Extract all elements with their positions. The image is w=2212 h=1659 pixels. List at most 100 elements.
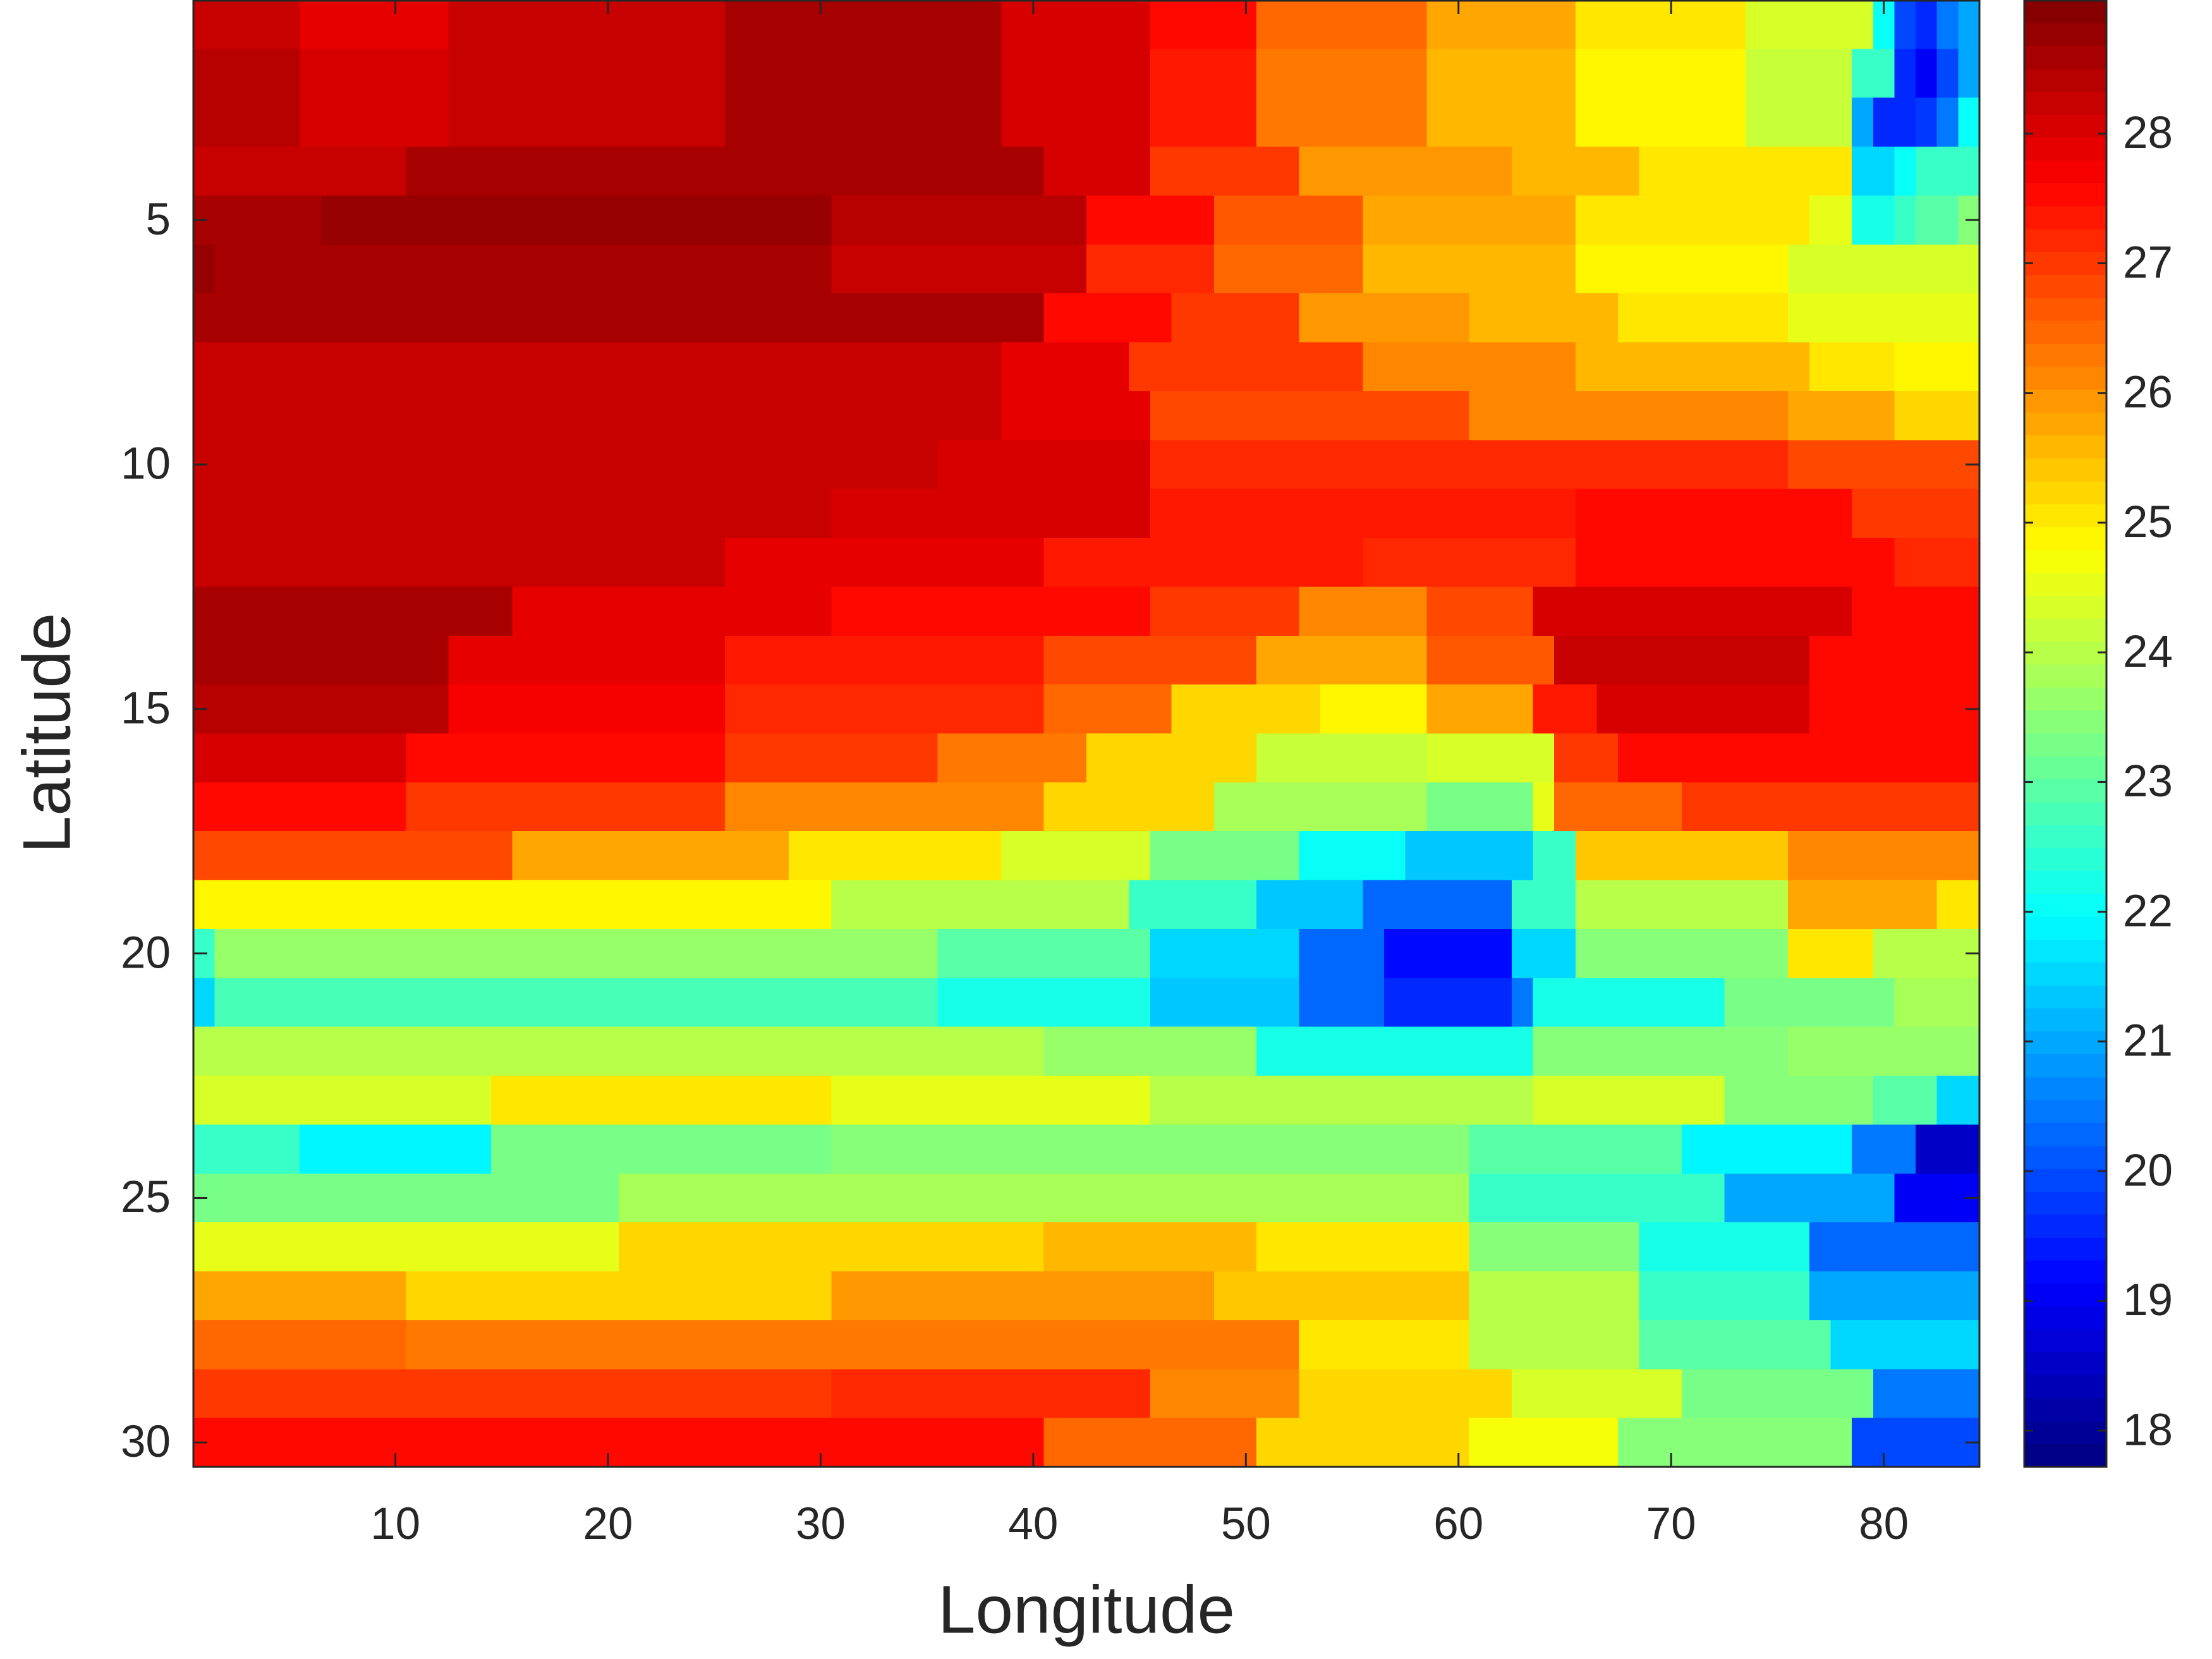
heatmap-cell	[1277, 1173, 1300, 1223]
heatmap-cell	[640, 635, 662, 685]
heatmap-cell	[1703, 880, 1725, 930]
colorbar-swatch	[2024, 0, 2106, 23]
heatmap-cell	[1065, 1320, 1087, 1370]
heatmap-cell	[1213, 293, 1236, 343]
heatmap-cell	[873, 1026, 896, 1076]
heatmap-cell	[257, 831, 279, 881]
heatmap-cell	[1065, 880, 1087, 930]
heatmap-cell	[852, 978, 875, 1028]
heatmap-cell	[618, 1173, 641, 1223]
heatmap-cell	[1213, 195, 1236, 245]
heatmap-cell	[767, 586, 789, 636]
heatmap-cell	[320, 244, 343, 294]
heatmap-cell	[512, 1124, 534, 1174]
heatmap-cell	[1724, 1076, 1746, 1126]
heatmap-cell	[1065, 782, 1087, 832]
heatmap-cell	[1639, 1271, 1661, 1321]
heatmap-cell	[1724, 0, 1746, 49]
heatmap-cell	[384, 489, 407, 538]
heatmap-cell	[1107, 1418, 1129, 1468]
heatmap-cell	[810, 49, 832, 99]
heatmap-cell	[1469, 440, 1491, 490]
heatmap-cell	[1023, 293, 1045, 343]
heatmap-cell	[1703, 1026, 1725, 1076]
heatmap-cell	[512, 635, 534, 685]
heatmap-cell	[618, 1026, 641, 1076]
heatmap-cell	[1852, 733, 1874, 783]
heatmap-cell	[406, 1320, 428, 1370]
heatmap-cell	[1490, 1124, 1512, 1174]
heatmap-cell	[342, 342, 364, 392]
heatmap-cell	[640, 1222, 662, 1272]
heatmap-cell	[1405, 244, 1427, 294]
heatmap-cell	[448, 635, 470, 685]
heatmap-cell	[937, 1222, 959, 1272]
heatmap-cell	[470, 342, 492, 392]
heatmap-cell	[1150, 538, 1172, 587]
heatmap-cell	[1277, 244, 1300, 294]
heatmap-cell	[1788, 244, 1810, 294]
heatmap-cell	[1873, 831, 1895, 881]
heatmap-cell	[1682, 391, 1704, 441]
colorbar-swatch	[2024, 412, 2106, 436]
heatmap-cell	[491, 1271, 513, 1321]
heatmap-cell	[725, 293, 747, 343]
heatmap-cell	[767, 1173, 789, 1223]
colorbar-swatch	[2024, 1100, 2106, 1124]
heatmap-cell	[1554, 342, 1576, 392]
heatmap-cell	[1065, 586, 1087, 636]
heatmap-cell	[1873, 684, 1895, 734]
heatmap-cell	[1213, 97, 1236, 147]
heatmap-cell	[895, 1076, 917, 1126]
heatmap-cell	[1554, 1026, 1576, 1076]
heatmap-cell	[1065, 440, 1087, 490]
heatmap-cell	[1575, 733, 1598, 783]
heatmap-cell	[1341, 440, 1363, 490]
heatmap-cell	[320, 489, 343, 538]
heatmap-cell	[1618, 49, 1640, 99]
heatmap-cell	[1724, 244, 1746, 294]
heatmap-cell	[1809, 49, 1832, 99]
heatmap-cell	[1618, 1320, 1640, 1370]
heatmap-cell	[1129, 684, 1151, 734]
heatmap-cell	[448, 244, 470, 294]
heatmap-cell	[1639, 978, 1661, 1028]
heatmap-cell	[257, 733, 279, 783]
heatmap-cell	[1533, 1271, 1555, 1321]
heatmap-cell	[831, 635, 853, 685]
heatmap-cell	[1171, 880, 1193, 930]
heatmap-cell	[1766, 342, 1789, 392]
heatmap-cell	[1065, 1418, 1087, 1468]
heatmap-cell	[470, 782, 492, 832]
heatmap-cell	[1405, 928, 1427, 978]
heatmap-cell	[363, 391, 386, 441]
heatmap-cell	[597, 1320, 619, 1370]
heatmap-cell	[257, 0, 279, 49]
heatmap-cell	[1469, 489, 1491, 538]
heatmap-cell	[1852, 684, 1874, 734]
heatmap-cell	[725, 1320, 747, 1370]
heatmap-cell	[278, 0, 300, 49]
heatmap-cell	[1129, 782, 1151, 832]
heatmap-cell	[746, 97, 768, 147]
heatmap-cell	[1596, 195, 1619, 245]
heatmap-cell	[682, 1124, 705, 1174]
heatmap-cell	[873, 195, 896, 245]
heatmap-cell	[1426, 391, 1449, 441]
heatmap-cell	[640, 342, 662, 392]
heatmap-cell	[257, 342, 279, 392]
heatmap-cell	[1235, 1026, 1257, 1076]
heatmap-cell	[1766, 782, 1789, 832]
heatmap-cell	[959, 733, 981, 783]
heatmap-cell	[810, 1173, 832, 1223]
heatmap-cell	[640, 1124, 662, 1174]
heatmap-cell	[1809, 195, 1832, 245]
heatmap-cell	[214, 684, 236, 734]
heatmap-cell	[533, 147, 556, 197]
heatmap-cell	[1213, 928, 1236, 978]
heatmap-cell	[873, 733, 896, 783]
heatmap-cell	[1065, 1026, 1087, 1076]
heatmap-cell	[320, 0, 343, 49]
heatmap-cell	[427, 0, 449, 49]
heatmap-cell	[873, 635, 896, 685]
